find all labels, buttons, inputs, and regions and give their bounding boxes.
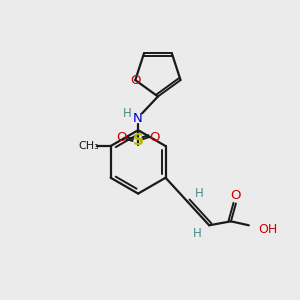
Text: H: H [195,187,204,200]
Text: OH: OH [259,223,278,236]
Text: O: O [116,130,127,144]
Text: O: O [231,189,241,202]
Text: N: N [133,112,143,125]
Text: CH₃: CH₃ [79,141,99,151]
Text: H: H [123,107,132,120]
Text: O: O [150,130,160,144]
Text: O: O [130,74,141,87]
Text: S: S [133,133,144,148]
Text: H: H [193,227,202,240]
